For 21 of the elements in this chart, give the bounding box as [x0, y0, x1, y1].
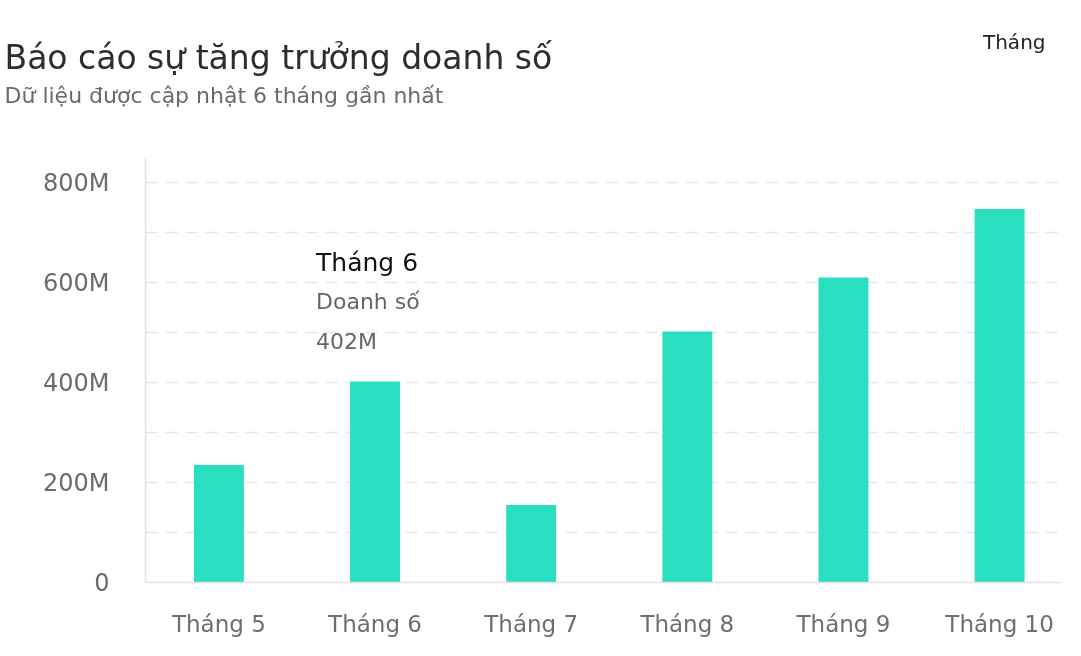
- text: Tháng: [981, 29, 1046, 54]
- chart-subtitle: Dữ liệu được cập nhật 6 tháng gần nhất: [4, 83, 444, 108]
- chart-title: Báo cáo sự tăng trưởng doanh số: [4, 38, 553, 77]
- x-tick-label: Tháng 8: [639, 610, 735, 637]
- x-tick-label: Tháng 9: [795, 610, 891, 637]
- bar: [193, 465, 244, 583]
- bar: [662, 331, 713, 583]
- annotation: Tháng 6 Doanh số 402M: [315, 248, 421, 354]
- y-tick-label: 0: [94, 568, 110, 597]
- y-tick-label: 800M: [42, 168, 110, 197]
- bar: [350, 381, 401, 583]
- bar: [506, 505, 557, 583]
- y-tick-label: 600M: [42, 268, 110, 297]
- x-tick-label: Tháng 10: [944, 610, 1054, 637]
- bar: [818, 277, 869, 583]
- y-tick-label: 200M: [42, 468, 110, 497]
- x-tick-label: Tháng 7: [483, 610, 579, 637]
- bar: [974, 209, 1025, 583]
- y-tick-label: 400M: [42, 368, 110, 397]
- x-tick-label: Tháng 6: [327, 610, 422, 637]
- x-tick-label: Tháng 5: [170, 610, 266, 637]
